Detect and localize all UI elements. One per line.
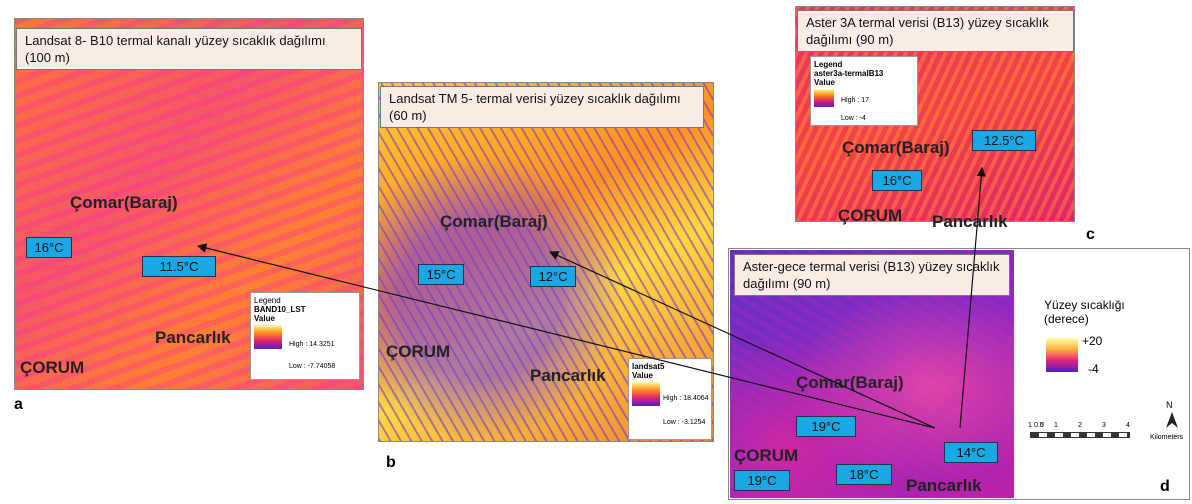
legend-swatch xyxy=(1046,338,1078,372)
temp-box: 18°C xyxy=(836,464,892,485)
legend-swatch xyxy=(632,382,660,406)
legend-layer: landsat5 xyxy=(632,362,708,371)
place-label: ÇORUM xyxy=(838,206,902,226)
legend-field: Value xyxy=(254,314,356,323)
place-label: Çomar(Baraj) xyxy=(70,193,178,213)
place-label: ÇORUM xyxy=(734,446,798,466)
legend-high: High : 14.3251 xyxy=(289,341,335,348)
north-label: N xyxy=(1166,400,1173,410)
legend-field: Value xyxy=(632,371,708,380)
panel-letter: a xyxy=(14,396,23,414)
map-title: Aster-gece termal verisi (B13) yüzey sıc… xyxy=(734,254,1010,296)
legend-swatch xyxy=(254,325,282,349)
legend-low: Low : -3.1254 xyxy=(663,419,705,426)
legend-high: High : 18.4064 xyxy=(663,395,709,402)
panel-letter: b xyxy=(386,454,396,472)
place-label: Pancarlık xyxy=(530,366,606,386)
temp-box: 19°C xyxy=(734,470,790,491)
scale-bar xyxy=(1030,432,1130,438)
place-label: Çomar(Baraj) xyxy=(842,138,950,158)
legend-layer: BAND10_LST xyxy=(254,305,356,314)
place-label: Çomar(Baraj) xyxy=(796,373,904,393)
place-label: Pancarlık xyxy=(906,476,982,496)
temp-box: 16°C xyxy=(26,237,72,258)
temp-box: 14°C xyxy=(944,442,998,463)
place-label: Çomar(Baraj) xyxy=(440,212,548,232)
legend-title: Yüzey sıcaklığı (derece) xyxy=(1044,298,1134,326)
temp-box: 19°C xyxy=(796,416,856,437)
legend: landsat5 Value High : 18.4064 Low : -3.1… xyxy=(628,358,712,440)
legend-high: +20 xyxy=(1082,334,1102,348)
scale-label: 0 xyxy=(1040,422,1044,429)
map-title: Landsat 8- B10 termal kanalı yüzey sıcak… xyxy=(16,28,362,70)
legend-heading: Legend xyxy=(814,60,914,69)
temp-box: 12.5°C xyxy=(972,130,1036,151)
legend-low: -4 xyxy=(1088,362,1099,376)
place-label: ÇORUM xyxy=(386,342,450,362)
scale-label: 4 xyxy=(1126,422,1130,429)
legend: Legend aster3a-termalB13 Value High : 17… xyxy=(810,56,918,126)
scale-label: 3 xyxy=(1102,422,1106,429)
place-label: Pancarlık xyxy=(155,328,231,348)
legend: Legend BAND10_LST Value High : 14.3251 L… xyxy=(250,292,360,380)
scale-label: 1 xyxy=(1054,422,1058,429)
place-label: ÇORUM xyxy=(20,358,84,378)
temp-box: 16°C xyxy=(872,170,922,191)
map-title: Aster 3A termal verisi (B13) yüzey sıcak… xyxy=(797,10,1074,52)
legend-heading: Legend xyxy=(254,296,356,305)
scale-label: 1 xyxy=(1028,422,1032,429)
legend-swatch xyxy=(814,89,834,107)
legend-low: Low : -7.74058 xyxy=(289,363,335,370)
place-label: Pancarlık xyxy=(932,212,1008,232)
legend-layer: aster3a-termalB13 xyxy=(814,69,914,78)
scale-unit: Kilometers xyxy=(1150,434,1183,441)
temp-box: 15°C xyxy=(418,264,464,285)
figure: Landsat 8- B10 termal kanalı yüzey sıcak… xyxy=(0,0,1192,504)
panel-letter: d xyxy=(1160,478,1170,496)
legend-high: High : 17 xyxy=(841,97,869,104)
temp-box: 12°C xyxy=(530,266,576,287)
scale-label: 2 xyxy=(1078,422,1082,429)
panel-letter: c xyxy=(1086,226,1095,244)
temp-box: 11.5°C xyxy=(142,256,216,277)
legend-low: Low : -4 xyxy=(841,115,866,122)
map-title: Landsat TM 5- termal verisi yüzey sıcakl… xyxy=(380,86,704,128)
legend-field: Value xyxy=(814,78,914,87)
